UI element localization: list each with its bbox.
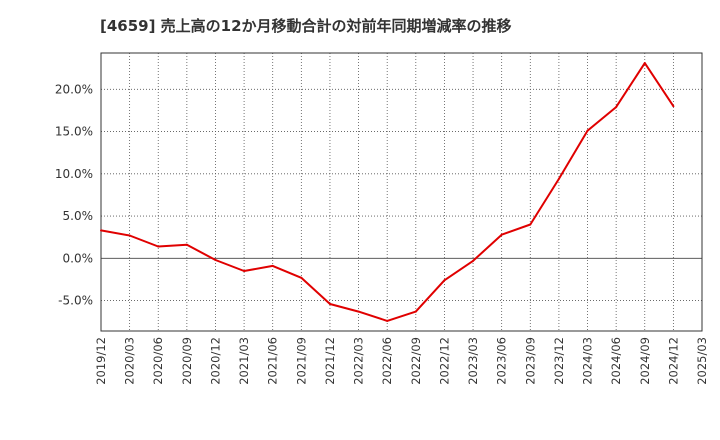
y-tick-label: 5.0%	[63, 209, 94, 223]
x-tick-label: 2021/12	[323, 337, 337, 385]
x-tick-label: 2024/12	[666, 337, 680, 385]
x-tick-label: 2024/03	[581, 337, 595, 385]
data-point	[157, 245, 160, 248]
y-tick-label: 0.0%	[63, 251, 94, 265]
data-point	[243, 270, 246, 273]
data-point	[557, 177, 560, 180]
x-tick-label: 2023/03	[466, 337, 480, 385]
x-tick-label: 2021/06	[266, 337, 280, 385]
data-point	[500, 233, 503, 236]
data-point	[185, 243, 188, 246]
data-point	[529, 223, 532, 226]
data-point	[672, 105, 675, 108]
plot-border	[100, 52, 703, 332]
x-tick-label: 2022/12	[437, 337, 451, 385]
x-tick-label: 2023/09	[523, 337, 537, 385]
data-point	[443, 279, 446, 282]
data-point	[414, 310, 417, 313]
data-point	[472, 259, 475, 262]
x-tick-label: 2022/06	[380, 337, 394, 385]
x-tick-label: 2024/09	[638, 337, 652, 385]
x-tick-label: 2025/03	[695, 337, 709, 385]
data-point	[128, 234, 131, 237]
x-tick-label: 2019/12	[94, 337, 108, 385]
data-point	[214, 259, 217, 262]
y-tick-label: 10.0%	[55, 167, 93, 181]
x-tick-label: 2021/03	[237, 337, 251, 385]
data-point	[271, 264, 274, 267]
data-point	[615, 106, 618, 109]
x-tick-label: 2020/03	[123, 337, 137, 385]
y-tick-label: 20.0%	[55, 82, 93, 96]
x-tick-label: 2023/12	[552, 337, 566, 385]
data-point	[100, 229, 102, 232]
x-tick-label: 2020/09	[180, 337, 194, 385]
y-tick-label: -5.0%	[58, 294, 93, 308]
data-point	[386, 319, 389, 322]
x-tick-label: 2022/09	[409, 337, 423, 385]
data-point	[586, 129, 589, 132]
x-tick-label: 2022/03	[352, 337, 366, 385]
x-tick-label: 2020/06	[151, 337, 165, 385]
chart-title: [4659] 売上高の12か月移動合計の対前年同期増減率の推移	[100, 17, 512, 35]
data-point	[300, 276, 303, 279]
x-tick-label: 2020/12	[208, 337, 222, 385]
data-point	[643, 62, 646, 65]
y-tick-label: 15.0%	[55, 125, 93, 139]
x-tick-label: 2024/06	[609, 337, 623, 385]
data-point	[357, 310, 360, 313]
x-tick-label: 2021/09	[294, 337, 308, 385]
data-point	[328, 302, 331, 305]
x-tick-label: 2023/06	[495, 337, 509, 385]
